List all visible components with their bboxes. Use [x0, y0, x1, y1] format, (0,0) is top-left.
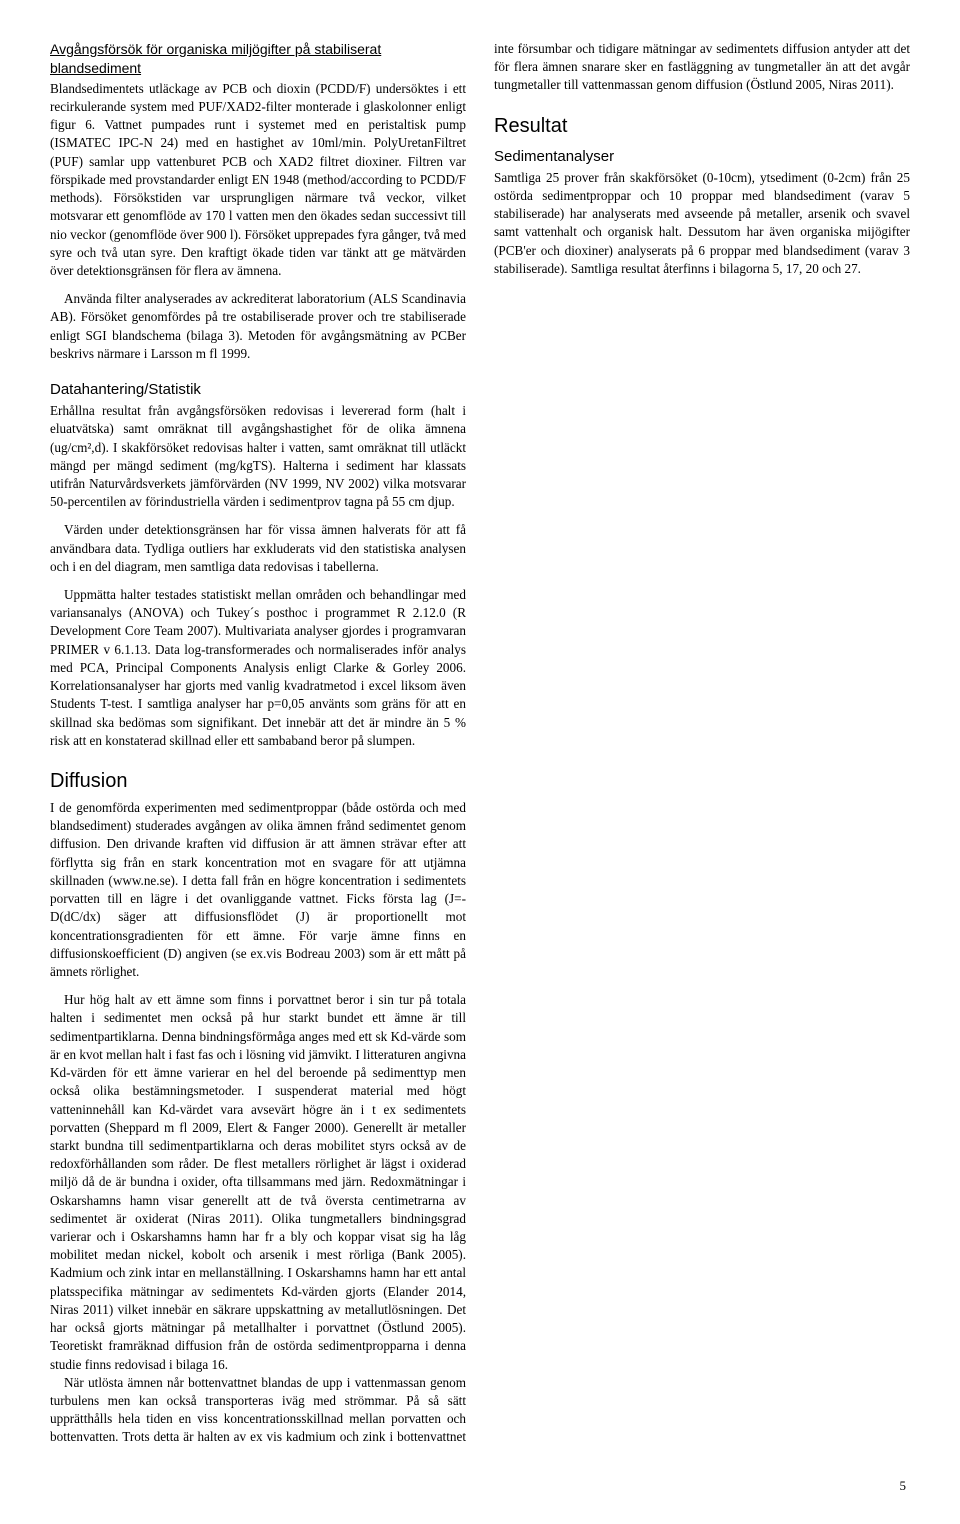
heading-diffusion: Diffusion [50, 770, 466, 793]
body-paragraph: Uppmätta halter testades statistiskt mel… [50, 586, 466, 750]
section-title-avgangsforsok: Avgångsförsök för organiska miljögifter … [50, 40, 466, 78]
subheading-datahantering: Datahantering/Statistik [50, 381, 466, 398]
two-column-layout: Avgångsförsök för organiska miljögifter … [50, 40, 910, 1460]
body-paragraph: Samtliga 25 prover från skakförsöket (0-… [494, 169, 910, 278]
heading-resultat: Resultat [494, 115, 910, 138]
body-paragraph: Erhållna resultat från avgångsförsöken r… [50, 402, 466, 511]
body-paragraph: Värden under detektionsgränsen har för v… [50, 521, 466, 576]
body-paragraph: Blandsedimentets utläckage av PCB och di… [50, 80, 466, 280]
page-container: Avgångsförsök för organiska miljögifter … [0, 0, 960, 1524]
body-paragraph: I de genomförda experimenten med sedimen… [50, 799, 466, 981]
body-paragraph: Hur hög halt av ett ämne som finns i por… [50, 991, 466, 1374]
body-paragraph: Använda filter analyserades av ackredite… [50, 290, 466, 363]
page-number: 5 [50, 1478, 910, 1494]
subheading-sedimentanalyser: Sedimentanalyser [494, 148, 910, 165]
